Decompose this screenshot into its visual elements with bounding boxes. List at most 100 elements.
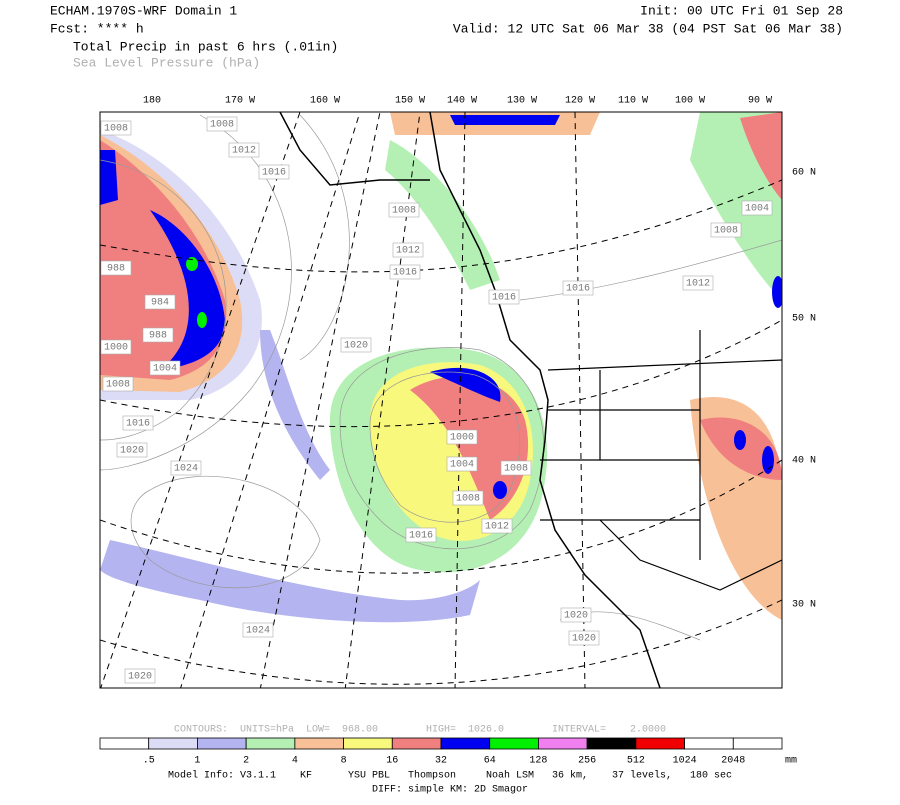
pressure-label: 1020 — [344, 341, 368, 352]
colorbar-label: .5 — [143, 756, 155, 767]
colorbar-swatch — [684, 737, 734, 750]
pressure-label-box — [144, 294, 176, 310]
diff-info: DIFF: simple KM: 2D Smagor — [372, 784, 528, 796]
colorbar-label: 256 — [578, 756, 596, 767]
longitude-label: 160 W — [310, 96, 340, 107]
longitude-label: 90 W — [748, 96, 772, 107]
pressure-label-box — [446, 456, 478, 472]
latitude-label: 30 N — [792, 600, 816, 611]
precip-area — [772, 276, 782, 308]
pressure-label-box — [100, 120, 132, 136]
pressure-label-box — [340, 337, 372, 353]
colorbar-unit: mm — [785, 756, 797, 767]
colorbar-swatch — [294, 737, 344, 750]
pressure-label-box — [100, 260, 132, 276]
longitude-labels: 180 170 W 160 W 150 W 140 W 130 W 120 W 110 W 10… — [143, 96, 772, 107]
pressure-label-box — [116, 442, 148, 458]
precip-area — [493, 481, 507, 499]
precip-area — [430, 367, 501, 402]
precip-area — [450, 115, 560, 125]
pressure-label-box — [710, 222, 742, 238]
pressure-label: 1020 — [564, 611, 588, 622]
pressure-label-box — [228, 142, 260, 158]
longitude-label: 140 W — [447, 96, 477, 107]
pressure-label-box — [562, 280, 594, 296]
pressure-label-box — [500, 460, 532, 476]
colorbar-label: 1 — [194, 756, 200, 767]
pressure-label-box — [446, 429, 478, 445]
pressure-label: 984 — [151, 298, 169, 309]
pressure-label-box — [124, 668, 156, 684]
pressure-label: 1012 — [686, 279, 710, 290]
pressure-label: 1016 — [566, 284, 590, 295]
colorbar-swatch — [197, 737, 247, 750]
contour-info: CONTOURS: UNITS=hPa LOW= 968.00 HIGH= 10… — [174, 724, 666, 736]
pressure-label: 1008 — [456, 494, 480, 505]
pressure-label: 1020 — [572, 634, 596, 645]
latitude-label: 50 N — [792, 314, 816, 325]
pressure-label-box — [389, 264, 421, 280]
longitude-label: 120 W — [565, 96, 595, 107]
map-frame — [99, 111, 783, 689]
pressure-label: 1012 — [396, 246, 420, 257]
pressure-label: 1016 — [126, 419, 150, 430]
latitude-label: 40 N — [792, 456, 816, 467]
colorbar-label: 512 — [627, 756, 645, 767]
pressure-label: 1016 — [262, 168, 286, 179]
pressure-label-box — [242, 622, 274, 638]
pressure-label-box — [258, 164, 290, 180]
field-name: Total Precip in past 6 hrs (.01in) — [73, 39, 338, 54]
isobars — [100, 114, 782, 641]
borders — [540, 330, 782, 591]
precip-area — [100, 150, 118, 205]
forecast-hour: Fcst: **** h — [50, 21, 144, 36]
pressure-label-box — [392, 242, 424, 258]
longitude-label: 100 W — [675, 96, 705, 107]
colorbar-label: 8 — [341, 756, 347, 767]
pressure-label: 1016 — [492, 293, 516, 304]
precip-area — [385, 140, 500, 290]
pressure-label: 1020 — [120, 446, 144, 457]
pressure-label-box — [149, 360, 181, 376]
pressure-labels: 1008 1008 1012 1016 1008 1012 1016 1016 1016 1012… — [100, 116, 773, 684]
colorbar-swatch — [538, 737, 588, 750]
colorbar-swatch — [245, 737, 296, 750]
precip-area — [100, 540, 480, 623]
pressure-label-box — [102, 376, 134, 392]
pressure-label: 1024 — [246, 626, 270, 637]
precip-area — [197, 312, 207, 328]
pressure-label-box — [741, 200, 773, 216]
colorbar-swatch — [586, 737, 637, 750]
pressure-label: 1016 — [409, 531, 433, 542]
pressure-label: 1012 — [232, 146, 256, 157]
pressure-label-box — [568, 630, 600, 646]
colorbar-label: 128 — [529, 756, 547, 767]
pressure-label-box — [100, 339, 132, 355]
longitude-label: 130 W — [507, 96, 537, 107]
precip-area — [734, 430, 746, 450]
longitude-label: 170 W — [225, 96, 255, 107]
colorbar-swatch — [343, 737, 393, 750]
coastline — [279, 112, 430, 186]
pressure-label-box — [142, 327, 174, 343]
pressure-label-box — [122, 415, 154, 431]
colorbar: .5 1 2 4 8 16 32 64 128 256 512 1024 2048 mm — [99, 737, 797, 767]
coastline — [429, 112, 661, 688]
latitude-label: 60 N — [792, 168, 816, 179]
colorbar-label: 16 — [386, 756, 398, 767]
pressure-label-box — [560, 607, 592, 623]
colorbar-swatch — [391, 737, 442, 750]
colorbar-label: 2 — [243, 756, 249, 767]
pressure-label: 1008 — [504, 464, 528, 475]
field-name: Sea Level Pressure (hPa) — [73, 55, 260, 70]
colorbar-label: 4 — [292, 756, 298, 767]
colorbar-swatch — [489, 737, 539, 750]
precip-area — [186, 257, 198, 271]
pressure-label-box — [405, 527, 437, 543]
pressure-label: 988 — [107, 264, 125, 275]
colorbar-swatch — [148, 737, 198, 750]
pressure-label-box — [481, 518, 513, 534]
title: ECHAM.1970S-WRF Domain 1 — [50, 3, 237, 18]
